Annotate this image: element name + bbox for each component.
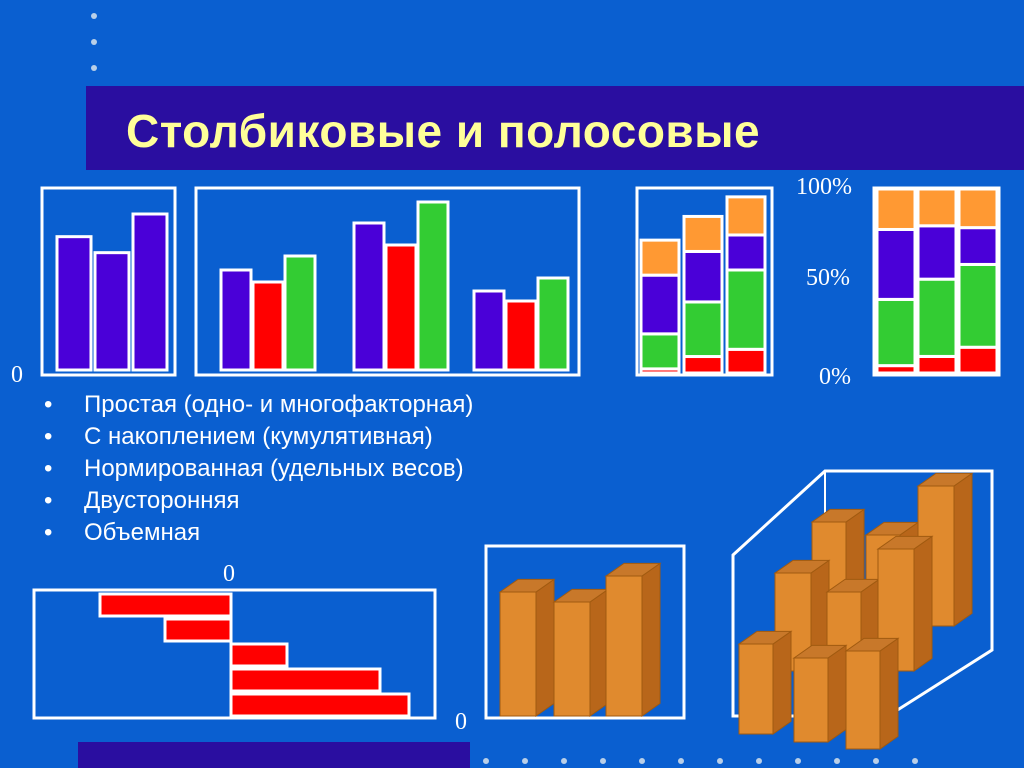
bilateral-zero-label: 0 <box>223 561 235 587</box>
bilateral-bar <box>229 667 382 693</box>
simple-bar <box>131 212 169 372</box>
list-item: • Нормированная (удельных весов) <box>44 453 473 485</box>
matrix-block <box>845 650 881 750</box>
stacked-segment-red <box>682 355 724 375</box>
stacked-segment-orange <box>639 238 681 277</box>
grouped-bar-red <box>251 280 285 372</box>
simple-bar <box>93 251 131 372</box>
volume-bar <box>605 575 643 717</box>
stacked-segment-blue <box>682 249 724 304</box>
stacked-segment-blue <box>639 273 681 336</box>
bullet-glyph: • <box>44 423 53 450</box>
list-item-text: Двусторонняя <box>84 487 240 514</box>
stacked-segment-green <box>639 332 681 371</box>
bullet-glyph: • <box>44 455 53 482</box>
bilateral-bar <box>163 617 233 643</box>
list-item: • С накоплением (кумулятивная) <box>44 421 473 453</box>
normalized-50-label: 50% <box>806 265 850 291</box>
bilateral-bar <box>229 692 411 718</box>
simple-zero-label: 0 <box>11 362 23 388</box>
decorative-dot <box>756 758 762 764</box>
volume-chart-frame <box>484 544 686 720</box>
normalized-segment-green <box>875 297 917 368</box>
decorative-dot <box>678 758 684 764</box>
list-item-text: Простая (одно- и многофакторная) <box>84 391 474 418</box>
decorative-dot <box>639 758 645 764</box>
grouped-bar-red <box>384 243 418 372</box>
bilateral-bar <box>229 642 289 668</box>
simple-bar <box>55 235 93 372</box>
stacked-segment-blue <box>725 233 767 272</box>
volume-matrix-chart <box>731 469 994 750</box>
normalized-segment-blue <box>957 226 999 266</box>
stacked-segment-red <box>725 347 767 375</box>
chart-types-list: • Простая (одно- и многофакторная) • С нак… <box>44 389 473 549</box>
list-item: • Простая (одно- и многофакторная) <box>44 389 473 421</box>
decorative-dot <box>561 758 567 764</box>
normalized-segment-blue <box>916 224 958 281</box>
list-item: • Двусторонняя <box>44 485 473 517</box>
bullet-glyph: • <box>44 391 53 418</box>
stacked-segment-orange <box>725 195 767 237</box>
grouped-bar-blue <box>352 221 386 372</box>
grouped-bar-blue <box>219 268 253 372</box>
normalized-segment-red <box>916 354 958 375</box>
list-item: • Объемная <box>44 517 473 549</box>
title-band <box>86 86 1024 170</box>
grouped-bar-green <box>283 254 317 372</box>
bilateral-chart-frame <box>32 588 437 720</box>
matrix-block <box>738 643 774 735</box>
volume-zero-label: 0 <box>455 709 467 735</box>
normalized-segment-orange <box>875 187 917 231</box>
list-item-text: С накоплением (кумулятивная) <box>84 423 433 450</box>
list-item-text: Объемная <box>84 519 201 546</box>
normalized-segment-orange <box>916 187 958 228</box>
normalized-segment-blue <box>875 227 917 301</box>
grouped-bar-red <box>504 299 538 372</box>
stacked-segment-green <box>682 300 724 359</box>
decorative-dot <box>522 758 528 764</box>
stacked-segment-green <box>725 268 767 351</box>
normalized-100-label: 100% <box>796 174 852 200</box>
simple-chart-frame <box>40 186 177 377</box>
grouped-bar-blue <box>472 289 506 372</box>
decorative-dot <box>873 758 879 764</box>
decorative-dot <box>600 758 606 764</box>
normalized-0-label: 0% <box>819 364 851 390</box>
stacked-segment-orange <box>682 214 724 253</box>
decorative-dot <box>483 758 489 764</box>
grouped-bar-green <box>536 276 570 372</box>
decorative-dot <box>717 758 723 764</box>
decorative-dot <box>912 758 918 764</box>
matrix-block <box>793 657 829 743</box>
volume-bar <box>553 601 591 717</box>
multi-chart-frame <box>194 186 581 377</box>
bilateral-bar <box>98 592 233 618</box>
list-item-text: Нормированная (удельных весов) <box>84 455 464 482</box>
bullet-glyph: • <box>44 487 53 514</box>
decorative-dot <box>834 758 840 764</box>
decorative-dot <box>795 758 801 764</box>
slide-title: Столбиковые и полосовые <box>126 105 761 157</box>
grouped-bar-green <box>416 200 450 372</box>
normalized-segment-green <box>916 277 958 358</box>
normalized-segment-orange <box>957 187 999 230</box>
bullet-glyph: • <box>44 519 53 546</box>
stacked-chart-frame <box>635 186 774 377</box>
normalized-segment-red <box>957 345 999 375</box>
normalized-segment-green <box>957 262 999 349</box>
volume-bar <box>499 591 537 717</box>
bottom-band <box>78 742 470 768</box>
